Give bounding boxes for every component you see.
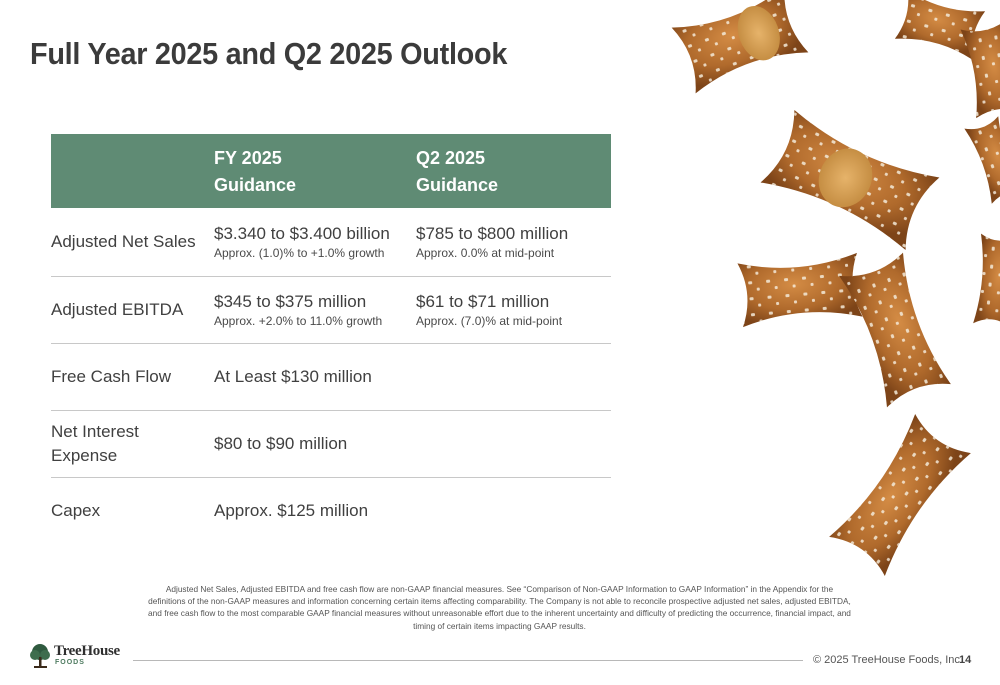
row-label: Net Interest Expense bbox=[51, 420, 214, 468]
row-label: Capex bbox=[51, 501, 101, 520]
q2-cell: $61 to $71 million Approx. (7.0)% at mid… bbox=[416, 291, 611, 329]
fy-note: Approx. (1.0)% to +1.0% growth bbox=[214, 246, 385, 260]
table-row-capex: Capex Approx. $125 million bbox=[51, 478, 611, 544]
table-row-net-interest-expense: Net Interest Expense $80 to $90 million bbox=[51, 411, 611, 478]
table-row-free-cash-flow: Free Cash Flow At Least $130 million bbox=[51, 344, 611, 411]
row-label: Adjusted EBITDA bbox=[51, 300, 184, 319]
pretzel-image bbox=[671, 0, 1000, 576]
fy-value: $80 to $90 million bbox=[214, 434, 348, 453]
table-row-adjusted-net-sales: Adjusted Net Sales $3.340 to $3.400 bill… bbox=[51, 208, 611, 277]
guidance-table: FY 2025 Guidance Q2 2025 Guidance Adjust… bbox=[51, 134, 611, 544]
fy-cell: $3.340 to $3.400 billion Approx. (1.0)% … bbox=[214, 223, 416, 261]
table-header: FY 2025 Guidance Q2 2025 Guidance bbox=[51, 134, 611, 208]
row-label-line1: Net Interest bbox=[51, 422, 139, 441]
row-label: Free Cash Flow bbox=[51, 367, 171, 386]
page-number: 14 bbox=[959, 654, 972, 666]
q2-cell: $785 to $800 million Approx. 0.0% at mid… bbox=[416, 223, 611, 261]
header-fy-line1: FY 2025 bbox=[214, 148, 282, 168]
q2-value: $785 to $800 million bbox=[416, 224, 569, 243]
slide-title: Full Year 2025 and Q2 2025 Outlook bbox=[30, 36, 508, 71]
header-fy-2025: FY 2025 Guidance bbox=[214, 134, 416, 208]
fy-cell: At Least $130 million bbox=[214, 366, 416, 388]
fy-value: Approx. $125 million bbox=[214, 501, 369, 520]
q2-value: $61 to $71 million bbox=[416, 292, 550, 311]
q2-note: Approx. 0.0% at mid-point bbox=[416, 246, 555, 260]
header-fy-line2: Guidance bbox=[214, 175, 297, 195]
logo-sub: FOODS bbox=[55, 659, 85, 666]
fy-value: $3.340 to $3.400 billion bbox=[214, 224, 390, 243]
logo-name: TreeHouse bbox=[54, 643, 120, 659]
fy-value: $345 to $375 million bbox=[214, 292, 367, 311]
footnote: Adjusted Net Sales, Adjusted EBITDA and … bbox=[148, 584, 851, 631]
footer-divider bbox=[133, 660, 803, 661]
header-empty-cell bbox=[51, 134, 214, 208]
tree-logo-icon bbox=[30, 644, 50, 668]
fy-value: At Least $130 million bbox=[214, 367, 372, 386]
row-label-line2: Expense bbox=[51, 446, 118, 465]
header-q2-line2: Guidance bbox=[416, 175, 499, 195]
header-q2-2025: Q2 2025 Guidance bbox=[416, 134, 611, 208]
row-label: Adjusted Net Sales bbox=[51, 232, 196, 251]
fy-cell: $345 to $375 million Approx. +2.0% to 11… bbox=[214, 291, 416, 329]
fy-cell: Approx. $125 million bbox=[214, 500, 416, 522]
header-q2-line1: Q2 2025 bbox=[416, 148, 486, 168]
q2-note: Approx. (7.0)% at mid-point bbox=[416, 314, 563, 328]
table-row-adjusted-ebitda: Adjusted EBITDA $345 to $375 million App… bbox=[51, 277, 611, 344]
fy-note: Approx. +2.0% to 11.0% growth bbox=[214, 314, 383, 328]
fy-cell: $80 to $90 million bbox=[214, 433, 416, 455]
copyright: © 2025 TreeHouse Foods, Inc. bbox=[813, 654, 963, 666]
